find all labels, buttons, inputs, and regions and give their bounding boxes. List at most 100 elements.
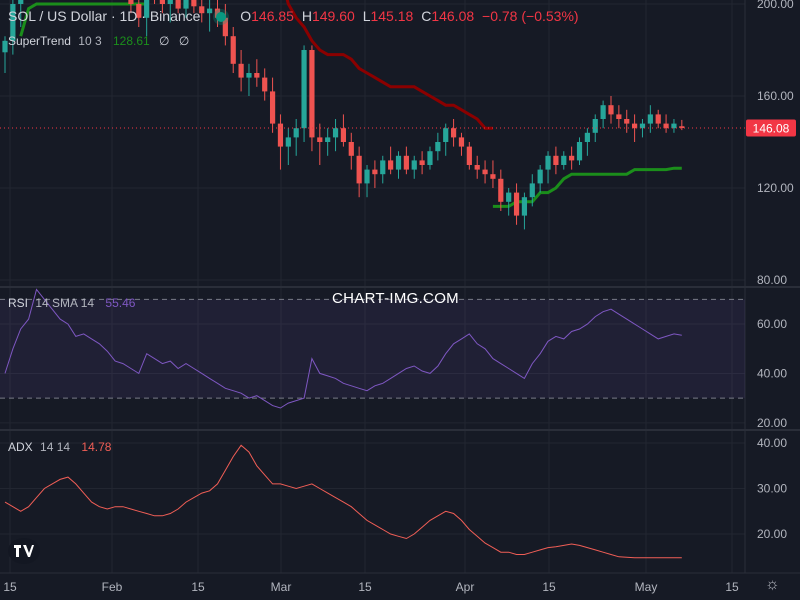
candle [419, 151, 425, 175]
candle [482, 160, 488, 184]
candle [474, 155, 480, 179]
candle [222, 4, 228, 46]
close-label: C [421, 8, 432, 24]
settings-gear-icon[interactable]: ☼ [765, 576, 780, 593]
candle [608, 96, 614, 124]
adx-legend[interactable]: ADX 14 14 14.78 [8, 440, 111, 454]
rsi-axis-label: 60.00 [757, 317, 787, 331]
supertrend-legend[interactable]: SuperTrend 10 3 128.61 ∅ ∅ [8, 34, 189, 48]
candle [332, 119, 339, 152]
rsi-legend[interactable]: RSI 14 SMA 14 55.46 [8, 296, 135, 310]
candle [356, 146, 362, 198]
candle [309, 45, 315, 152]
candle [458, 132, 465, 156]
candle [529, 174, 535, 207]
candle [144, 0, 150, 37]
low-label: L [362, 8, 371, 24]
candle [647, 105, 653, 133]
supertrend-up-segment [19, 2, 147, 37]
x-tick-label: Mar [271, 580, 292, 594]
rsi-axis-label: 40.00 [757, 366, 787, 380]
candle [561, 151, 567, 170]
rsi-params: 14 SMA 14 [35, 296, 95, 310]
x-tick-label: Apr [456, 580, 475, 594]
candle [293, 119, 299, 156]
symbol-title[interactable]: SOL / US Dollar · 1D · Binance [8, 8, 201, 24]
adx-value: 14.78 [81, 440, 112, 454]
adx-series-line [4, 444, 682, 559]
candle [269, 77, 276, 133]
candle [569, 146, 575, 170]
supertrend-empty-icon-2: ∅ [178, 34, 190, 48]
candle [600, 100, 606, 129]
adx-axis-label: 30.00 [757, 482, 787, 496]
price-tag: 146.08 [746, 119, 796, 137]
open-value: 146.85 [251, 8, 294, 24]
symbol-header[interactable]: SOL / US Dollar · 1D · Binance O146.85 H… [8, 8, 583, 24]
rsi-band [0, 298, 745, 399]
adx-line [4, 444, 682, 559]
candle [175, 0, 181, 14]
candle [325, 128, 331, 156]
supertrend-down-segment [285, 0, 493, 130]
candle [191, 0, 197, 14]
high-label: H [301, 8, 312, 24]
high-value: 149.60 [311, 8, 355, 24]
candle [655, 109, 661, 129]
adx-params: 14 14 [40, 440, 71, 454]
candle [450, 119, 457, 147]
price-axis-label: 160.00 [757, 89, 794, 103]
candle [624, 109, 630, 133]
adx-axis-label: 40.00 [757, 436, 787, 450]
candle [537, 165, 543, 193]
rsi-name: RSI [8, 296, 29, 310]
candle [576, 137, 583, 165]
candle [490, 160, 496, 188]
candle [183, 0, 189, 18]
candle [246, 63, 252, 96]
price-tag-text: 146.08 [753, 122, 790, 136]
x-tick-label: 15 [3, 580, 17, 594]
candle [443, 123, 449, 156]
candle [230, 27, 236, 73]
candle [521, 192, 528, 230]
candle [18, 0, 24, 27]
price-axis-label: 200.00 [757, 0, 794, 11]
market-status-icon [216, 12, 227, 23]
candle [466, 142, 472, 170]
candle [639, 119, 646, 138]
candle [238, 50, 244, 92]
rsi-series-line [4, 288, 682, 409]
supertrend-name: SuperTrend [8, 34, 71, 48]
supertrend-empty-icon-1: ∅ [159, 34, 170, 48]
low-value: 145.18 [370, 8, 414, 24]
candle [159, 0, 165, 14]
x-tick-label: 15 [725, 580, 739, 594]
x-tick-label: 15 [542, 580, 556, 594]
candle [207, 0, 213, 32]
x-tick-label: Feb [102, 580, 123, 594]
candle [167, 0, 173, 23]
watermark: CHART-IMG.COM [332, 290, 459, 307]
candle [136, 0, 142, 27]
candle [10, 0, 16, 55]
candle [128, 0, 134, 14]
pane-separators [0, 0, 800, 574]
candle [380, 155, 386, 184]
rsi-value: 55.46 [105, 296, 136, 310]
candle [364, 165, 370, 198]
x-tick-label: 15 [358, 580, 372, 594]
candlesticks [2, 0, 685, 230]
candle [671, 119, 677, 133]
candle [348, 132, 354, 170]
close-value: 146.08 [431, 8, 475, 24]
open-label: O [240, 8, 252, 24]
candle [2, 36, 8, 73]
price-axis-label: 120.00 [757, 181, 794, 195]
candle [403, 146, 409, 175]
price-axis-label: 80.00 [757, 273, 787, 287]
candle [317, 123, 323, 165]
tradingview-logo-icon[interactable] [8, 538, 40, 564]
x-axis-labels: 15 Feb 15 Mar 15 Apr 15 May 15 [3, 580, 739, 594]
